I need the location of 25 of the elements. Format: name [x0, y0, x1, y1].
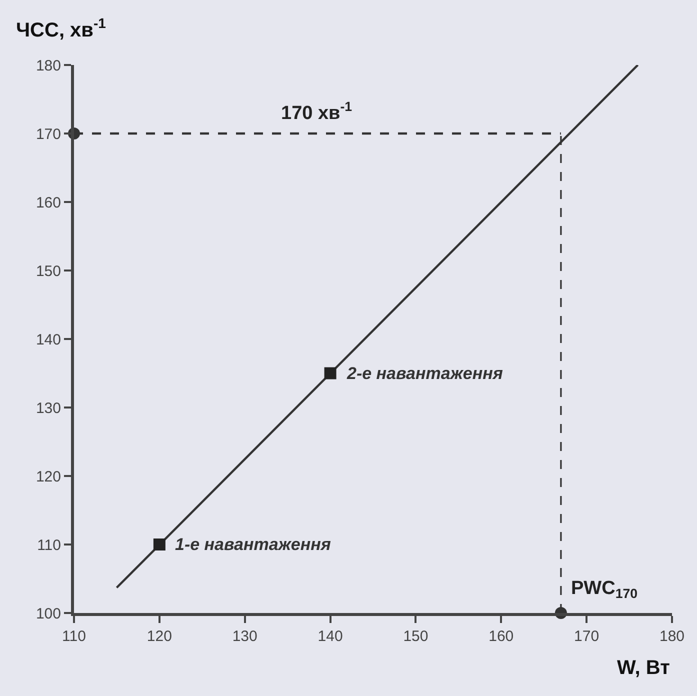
x-tick-label: 110 — [62, 628, 86, 645]
y-tick-label: 140 — [36, 331, 61, 348]
y-tick-label: 150 — [36, 262, 61, 280]
ref-line-label: PWC$_{170}$ — [571, 578, 638, 601]
x-tick-label: 180 — [659, 628, 685, 645]
x-axis-title: W, Вт — [617, 657, 670, 679]
x-tick-label: 160 — [488, 628, 514, 645]
y-axis-title: ЧСС, хв$^{-1}$ — [16, 15, 106, 42]
x-tick-label: 150 — [403, 628, 428, 645]
y-tick-label: 180 — [36, 57, 61, 74]
x-tick-label: 120 — [146, 628, 172, 645]
x-tick-label: 170 — [574, 628, 600, 645]
y-tick-label: 130 — [36, 400, 61, 417]
point — [153, 538, 166, 550]
y-tick-label: 110 — [37, 536, 61, 554]
y-tick-label: 120 — [36, 468, 61, 486]
annotation: 1-е навантаження — [175, 535, 331, 554]
x-tick-label: 140 — [318, 628, 343, 645]
y-tick-label: 170 — [36, 126, 61, 143]
point — [324, 367, 336, 380]
y-tick-label: 100 — [36, 605, 61, 622]
ref-line-label: 170 хв$^{-1}$ — [281, 99, 353, 124]
annotation: 2-е навантаження — [346, 364, 503, 383]
y-tick-label: 160 — [36, 194, 61, 212]
x-tick-label: 130 — [232, 628, 258, 645]
